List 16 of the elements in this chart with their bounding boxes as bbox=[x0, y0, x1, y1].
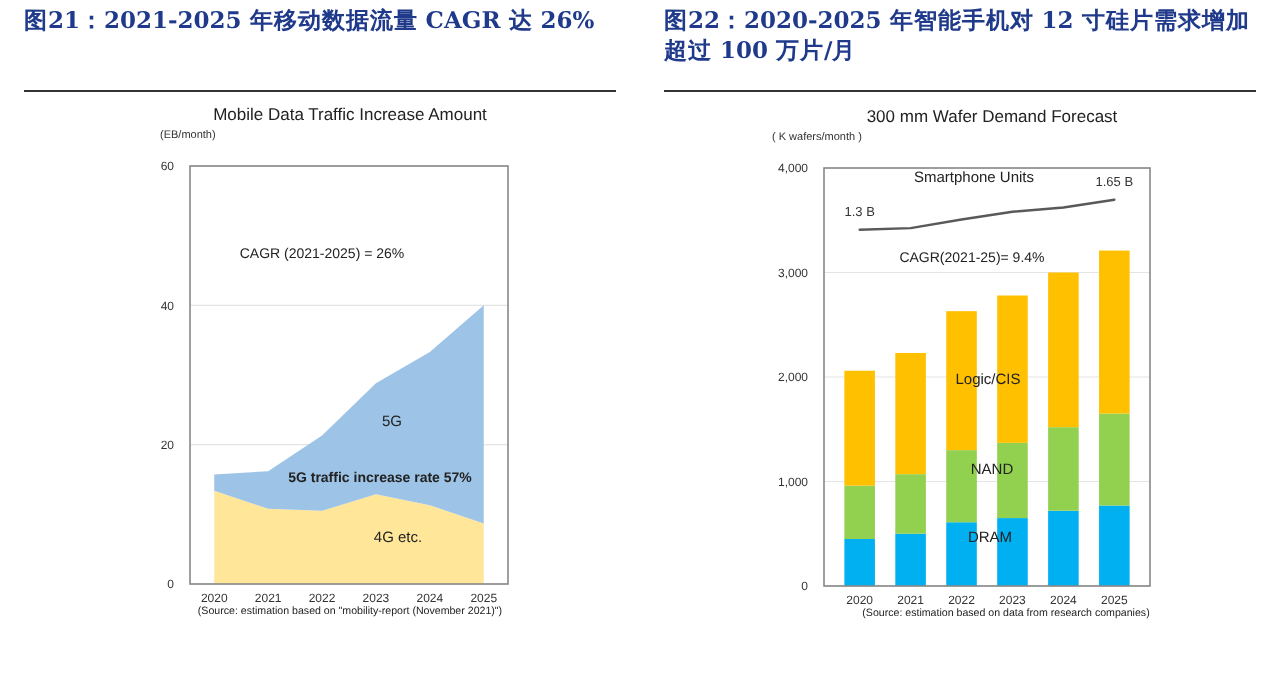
chart-title: 图21：2021-2025 年移动数据流量 CAGR 达 26% bbox=[24, 6, 616, 92]
bar bbox=[844, 485, 875, 539]
bar bbox=[1048, 427, 1079, 511]
bar bbox=[844, 538, 875, 586]
chart-subtitle: 300 mm Wafer Demand Forecast bbox=[866, 106, 1119, 126]
bar bbox=[1099, 413, 1130, 506]
bar bbox=[844, 370, 875, 486]
bar bbox=[895, 352, 926, 475]
bar bbox=[895, 474, 926, 534]
bar bbox=[1099, 505, 1130, 586]
bar bbox=[1048, 510, 1079, 586]
bar bbox=[1048, 272, 1079, 428]
bar bbox=[1099, 250, 1130, 414]
bar bbox=[895, 533, 926, 586]
chart-title: 图22：2020-2025 年智能手机对 12 寸硅片需求增加超过 100 万片/月 bbox=[664, 6, 1256, 92]
chart-subtitle: Mobile Data Traffic Increase Amount bbox=[213, 104, 489, 124]
